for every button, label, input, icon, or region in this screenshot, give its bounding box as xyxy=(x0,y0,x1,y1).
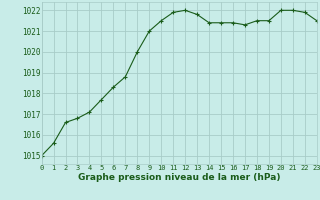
X-axis label: Graphe pression niveau de la mer (hPa): Graphe pression niveau de la mer (hPa) xyxy=(78,173,280,182)
